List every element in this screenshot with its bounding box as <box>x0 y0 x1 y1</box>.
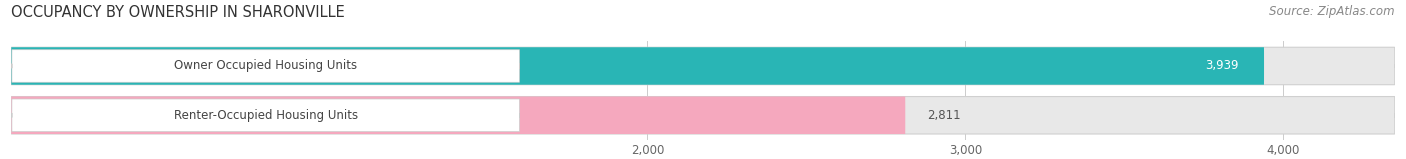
Text: 3,939: 3,939 <box>1205 59 1239 73</box>
FancyBboxPatch shape <box>11 50 519 82</box>
Text: Owner Occupied Housing Units: Owner Occupied Housing Units <box>174 59 357 73</box>
FancyBboxPatch shape <box>11 97 905 134</box>
Text: Source: ZipAtlas.com: Source: ZipAtlas.com <box>1270 5 1395 18</box>
FancyBboxPatch shape <box>11 97 1395 134</box>
Text: 2,811: 2,811 <box>928 109 962 122</box>
FancyBboxPatch shape <box>11 47 1264 85</box>
Text: OCCUPANCY BY OWNERSHIP IN SHARONVILLE: OCCUPANCY BY OWNERSHIP IN SHARONVILLE <box>11 5 344 20</box>
FancyBboxPatch shape <box>11 47 1395 85</box>
FancyBboxPatch shape <box>11 99 519 131</box>
Text: Renter-Occupied Housing Units: Renter-Occupied Housing Units <box>173 109 357 122</box>
